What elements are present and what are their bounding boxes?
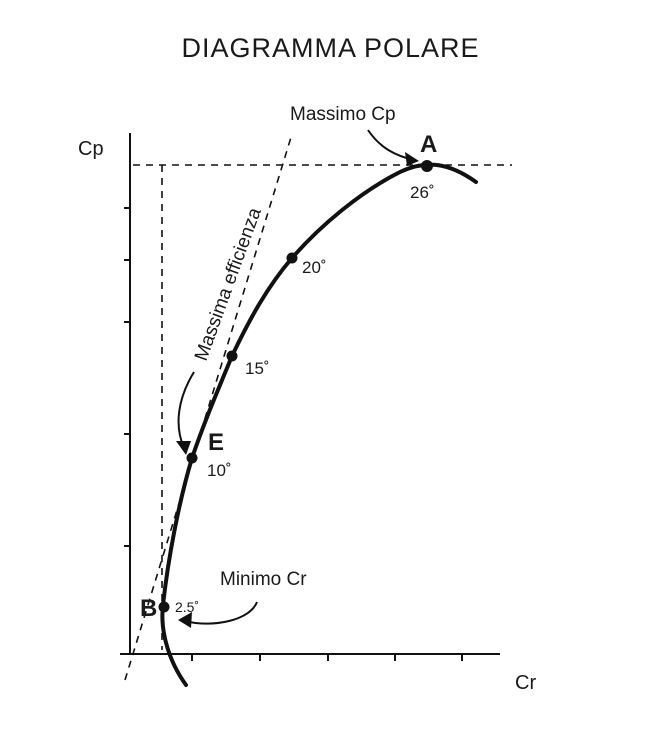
min-cr-arrowhead [178,612,192,628]
max-efficiency-arrow [177,371,195,449]
diagram-title: DIAGRAMMA POLARE [181,33,480,63]
point-b-marker [158,601,170,613]
reference-lines [124,133,512,681]
angle-label-20: 20˚ [302,258,327,277]
max-efficiency-tangent [124,133,293,681]
point-e-marker [186,452,198,464]
point-20-marker [286,252,298,264]
point-b-letter: B [140,595,157,622]
x-axis-ticks [191,654,463,661]
y-axis-label: Cp [78,138,104,160]
max-efficiency-arrowhead [176,441,191,455]
max-cp-arrowhead [405,152,419,166]
angle-label-2-5: 2.5˚ [175,599,199,615]
point-a-letter: A [420,131,437,158]
y-axis-ticks [124,207,130,547]
angle-label-10: 10˚ [207,461,232,480]
min-cr-arrow [183,601,258,625]
point-15-marker [226,350,238,362]
x-axis-label: Cr [515,672,536,694]
max-cp-annotation: Massimo Cp [290,104,396,125]
polar-curve [160,162,478,687]
min-cr-annotation: Minimo Cr [220,569,307,590]
angle-label-15: 15˚ [245,359,270,378]
angle-label-26: 26˚ [410,183,435,202]
point-a-marker [421,160,433,172]
point-e-letter: E [208,429,224,456]
